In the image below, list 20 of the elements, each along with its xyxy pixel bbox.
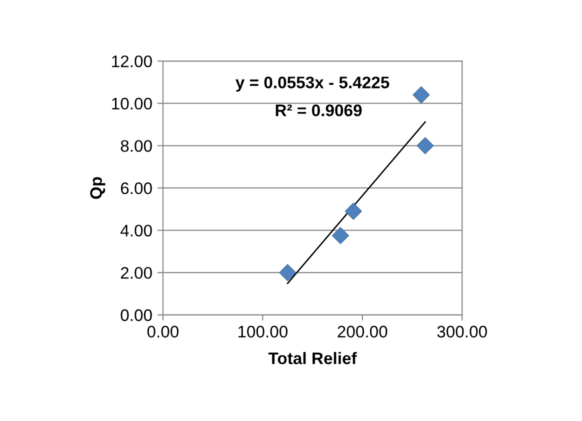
x-tick-label: 0.00 <box>147 326 179 338</box>
point <box>344 202 362 220</box>
y-tick-label: 12.00 <box>112 55 152 68</box>
x-axis-title: Total Relief <box>268 352 357 364</box>
y-tick-label: 2.00 <box>120 267 152 279</box>
point <box>416 137 434 154</box>
annotation: R² = 0.9069 <box>276 104 362 116</box>
y-tick-label: 6.00 <box>120 182 152 194</box>
x-tick-label: 100.00 <box>238 326 288 338</box>
point <box>412 86 430 104</box>
x-tick-label: 300.00 <box>437 326 487 338</box>
y-tick-label: 8.00 <box>120 140 152 152</box>
point <box>279 264 296 282</box>
y-axis-title: Qp <box>90 177 106 199</box>
annotation: y = 0.0553x - 5.4225 <box>236 76 390 92</box>
x-tick-label: 200.00 <box>338 326 388 338</box>
point <box>332 227 350 244</box>
y-tick-label: 4.00 <box>120 224 152 236</box>
y-tick-label: 0.00 <box>120 309 152 322</box>
y-tick-label: 10.00 <box>112 98 152 110</box>
